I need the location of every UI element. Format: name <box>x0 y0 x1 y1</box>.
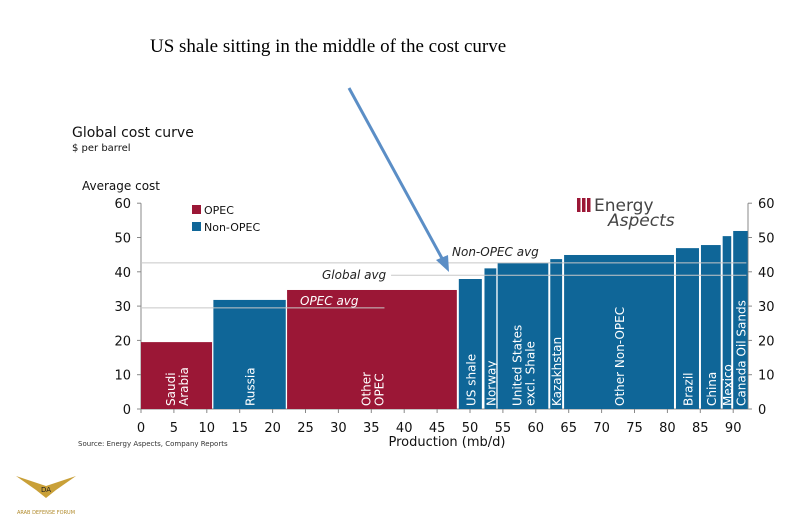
bar-label: Saudi <box>164 372 178 406</box>
bar-united-states-excl.-shale <box>497 262 549 409</box>
legend-label: OPEC <box>204 204 234 217</box>
bar-label: China <box>705 372 719 406</box>
y-tick-label: 30 <box>114 300 131 315</box>
bar-saudi-arabia <box>141 342 213 409</box>
bar-us-shale <box>458 279 482 409</box>
x-tick-label: 45 <box>429 421 446 436</box>
y-tick-label-right: 50 <box>758 232 775 247</box>
legend-swatch <box>192 205 201 214</box>
bar-label: United States <box>510 325 524 406</box>
arrow-line <box>347 87 446 263</box>
bar-label: Arabia <box>177 367 191 406</box>
x-tick-label: 10 <box>199 421 216 436</box>
annotation-text: US shale sitting in the middle of the co… <box>150 36 507 57</box>
x-tick-label: 60 <box>528 421 545 436</box>
bar-other-non-opec <box>564 254 674 409</box>
y-tick-label-right: 0 <box>758 403 766 418</box>
bar-label: Russia <box>244 367 258 406</box>
y-tick-label-right: 40 <box>758 266 775 281</box>
legend-swatch <box>192 222 201 231</box>
x-tick-label: 35 <box>363 421 380 436</box>
y-tick-label-right: 10 <box>758 369 775 384</box>
x-tick-label: 30 <box>330 421 347 436</box>
bar-label: Kazakhstan <box>550 337 564 406</box>
logo-text: Energy <box>594 196 654 216</box>
x-tick-label: 80 <box>659 421 676 436</box>
ref-label: OPEC avg <box>300 294 359 308</box>
x-tick-label: 75 <box>626 421 643 436</box>
logo-text: Aspects <box>607 211 675 231</box>
bar-label: Norway <box>484 360 498 406</box>
bar-label: Other Non-OPEC <box>613 307 627 406</box>
x-axis-label: Production (mb/d) <box>388 435 505 450</box>
y-tick-label: 20 <box>114 334 131 349</box>
y-tick-label-right: 60 <box>758 197 775 212</box>
x-tick-label: 0 <box>137 421 145 436</box>
bar-brazil <box>675 248 699 409</box>
source-note: Source: Energy Aspects, Company Reports <box>78 440 228 448</box>
bar-label: Mexico <box>721 364 735 406</box>
logo-bar-icon <box>577 198 581 212</box>
x-tick-label: 15 <box>231 421 248 436</box>
watermark-logo: DA ARAB DEFENSE FORUM <box>6 468 86 516</box>
y-tick-label: 40 <box>114 266 131 281</box>
x-tick-label: 65 <box>560 421 577 436</box>
chart-title: Global cost curve <box>72 125 194 141</box>
bar-mexico <box>722 236 732 409</box>
bar-norway <box>484 268 497 409</box>
bar-label: OPEC <box>372 373 386 406</box>
chart-subtitle: $ per barrel <box>72 143 131 154</box>
bar-kazakhstan <box>550 259 563 409</box>
x-tick-label: 90 <box>725 421 742 436</box>
bar-label: Brazil <box>681 373 695 407</box>
y-tick-label: 50 <box>114 232 131 247</box>
bar-label: Canada Oil Sands <box>734 300 748 406</box>
y-tick-label: 60 <box>114 197 131 212</box>
svg-text:DA: DA <box>41 486 51 494</box>
logo-bar-icon <box>582 198 586 212</box>
watermark-text: ARAB DEFENSE FORUM <box>16 510 76 516</box>
bar-other-opec <box>287 289 457 409</box>
x-tick-label: 5 <box>170 421 178 436</box>
y-tick-label-right: 30 <box>758 300 775 315</box>
arrow-head-icon <box>436 255 449 272</box>
logo-bar-icon <box>587 198 591 212</box>
ref-label: Global avg <box>322 268 387 282</box>
y-tick-label: 10 <box>114 369 131 384</box>
legend-label: Non-OPEC <box>204 221 260 234</box>
y-tick-label-right: 20 <box>758 334 775 349</box>
x-tick-label: 85 <box>692 421 709 436</box>
x-tick-label: 50 <box>462 421 479 436</box>
x-tick-label: 40 <box>396 421 413 436</box>
x-tick-label: 55 <box>495 421 512 436</box>
y-axis-label: Average cost <box>82 179 160 193</box>
x-tick-label: 25 <box>297 421 314 436</box>
bar-label: US shale <box>464 354 478 406</box>
y-tick-label: 0 <box>123 403 131 418</box>
bar-label: excl. Shale <box>523 341 537 406</box>
bar-label: Other <box>359 372 373 406</box>
bar-russia <box>213 299 286 409</box>
x-tick-label: 20 <box>264 421 281 436</box>
ref-label: Non-OPEC avg <box>452 245 539 259</box>
x-tick-label: 70 <box>593 421 610 436</box>
bar-china <box>700 245 721 409</box>
